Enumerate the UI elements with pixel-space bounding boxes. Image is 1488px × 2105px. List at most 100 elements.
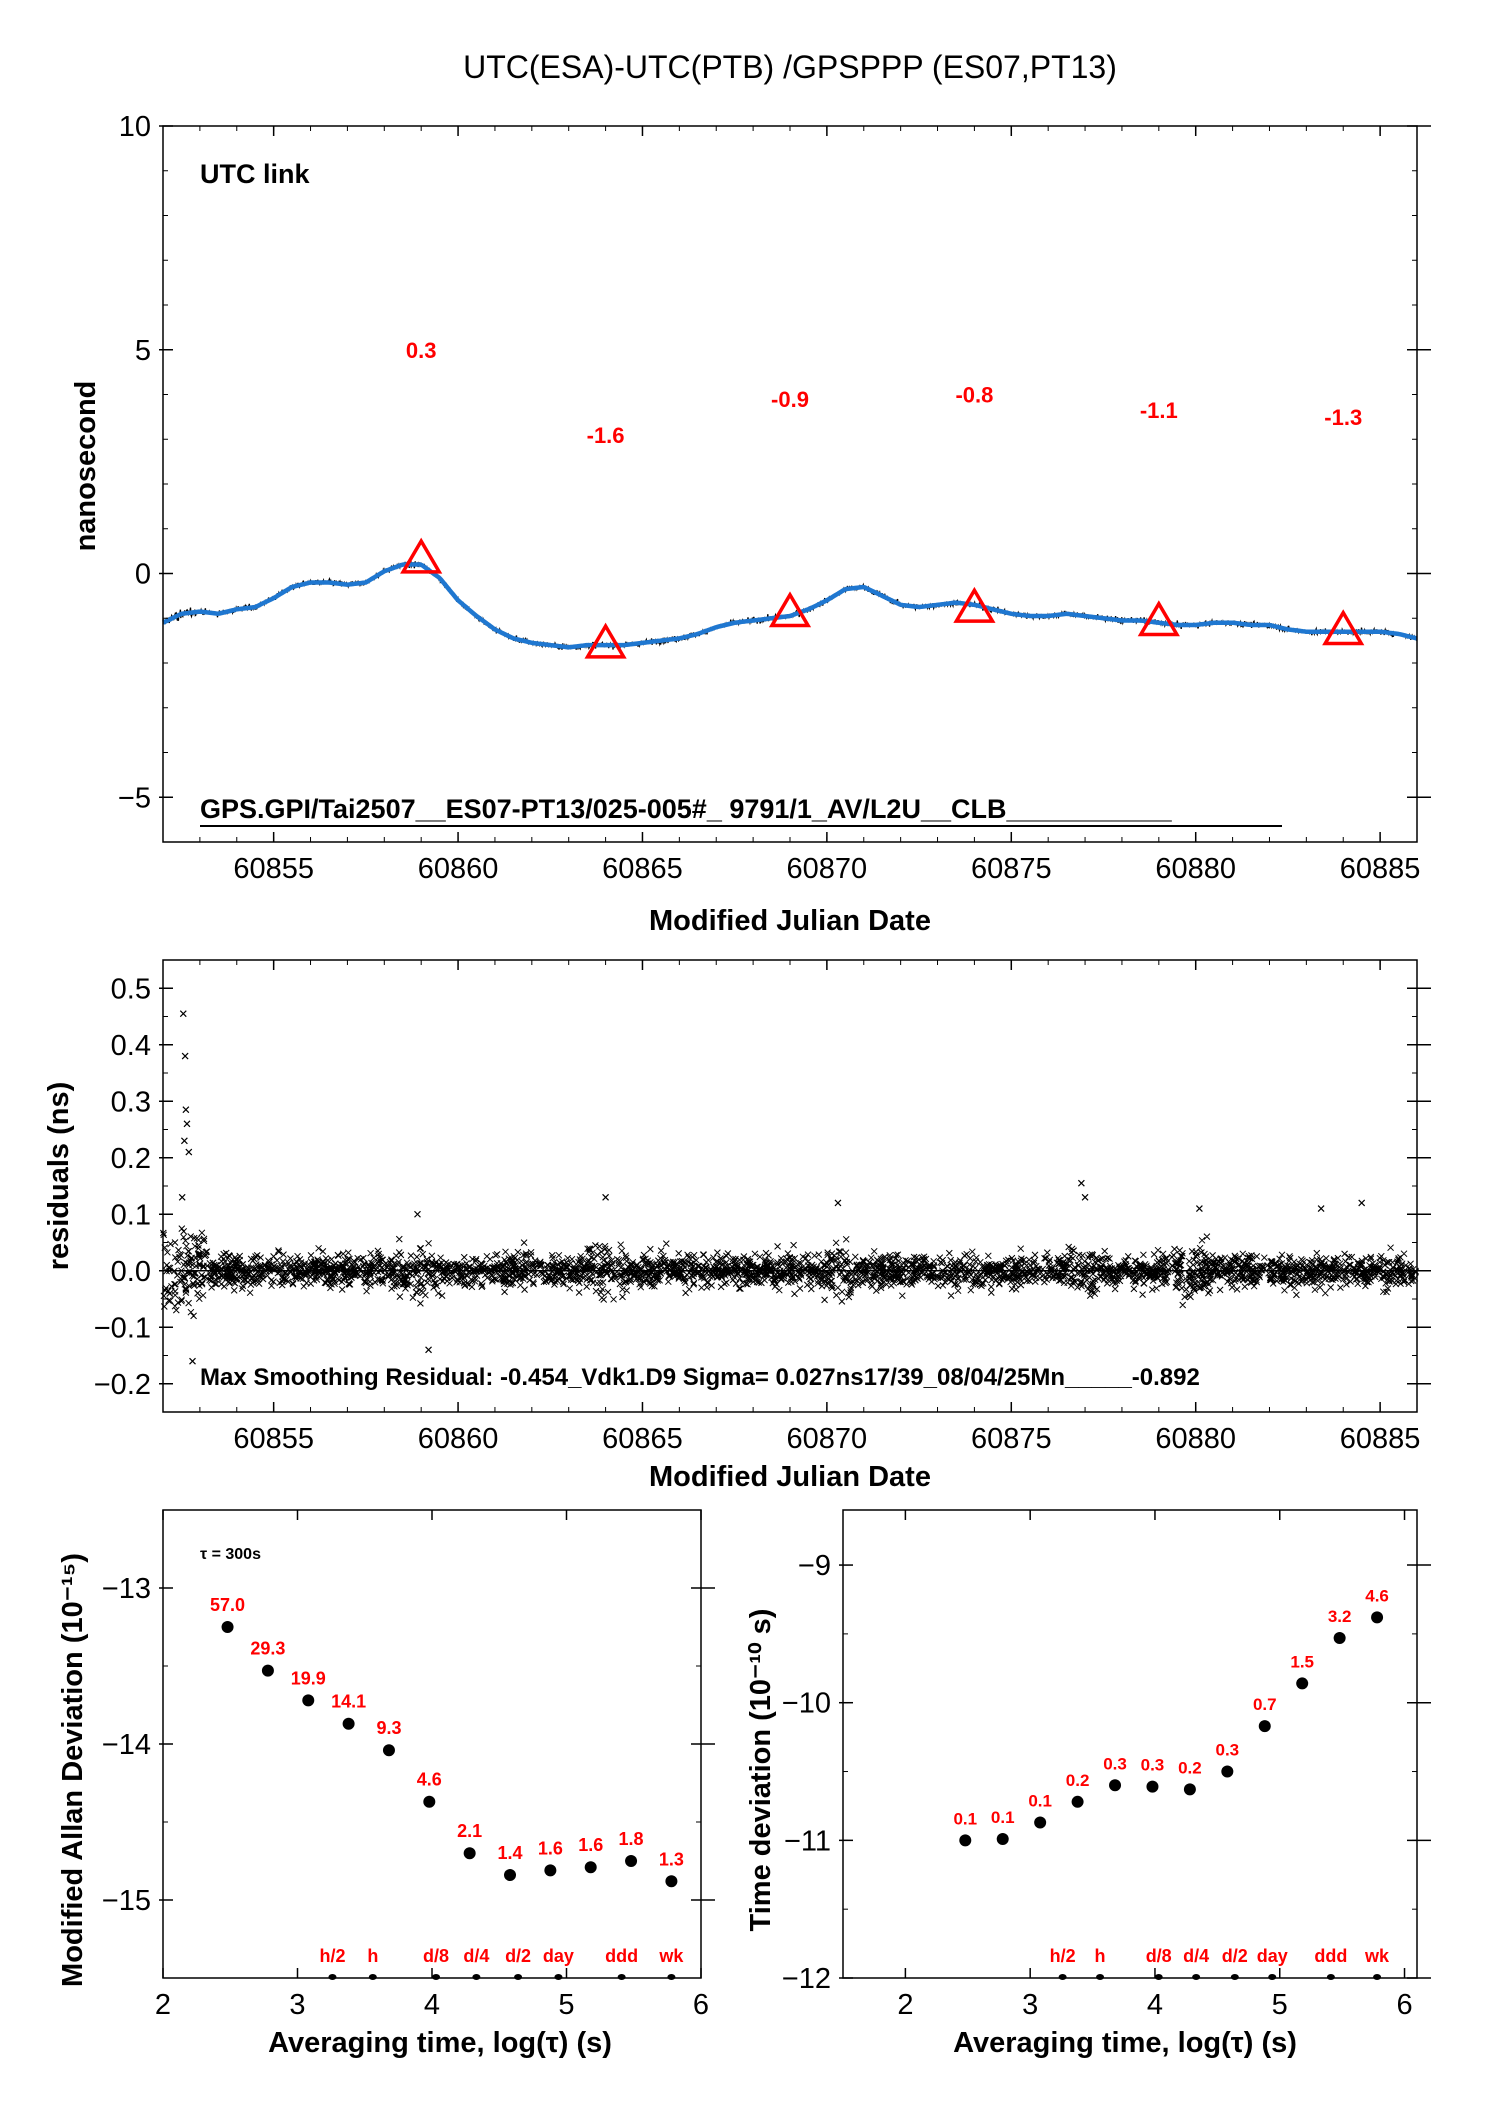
time-series-xtick-label: 60870 (787, 853, 868, 885)
mdev-point (584, 1861, 597, 1874)
residuals-ytick-label: 0.0 (111, 1256, 151, 1288)
mdev-time-mark-label: d/2 (505, 1946, 531, 1966)
mdev-point (665, 1875, 678, 1888)
time-series-xtick-label: 60885 (1340, 853, 1421, 885)
tdev-point-label: 4.6 (1365, 1586, 1389, 1605)
mdev-data-layer: 57.0 29.3 19.914.1 9.3 4.6 2.1 1.4 1.6 1.6 1.8 1.3… (210, 1595, 684, 1980)
mdev-point-label: 4.6 (417, 1770, 442, 1790)
mdev-point-label: 2.1 (457, 1821, 482, 1841)
residuals-ytick-label: 0.2 (111, 1143, 151, 1175)
mdev-time-mark (328, 1974, 337, 1980)
tdev-time-mark (1326, 1974, 1335, 1980)
marker-value-label: -1.3 (1324, 405, 1362, 430)
residuals-xtick-label: 60870 (787, 1423, 868, 1455)
tdev-point-label: 0.1 (991, 1808, 1015, 1827)
residuals-axes: 60855 60860 60865 60870 60875 60880 60885 −0.2 −… (94, 959, 1431, 1455)
marker-triangle (400, 537, 443, 574)
mdev-ytick-label: −13 (102, 1573, 151, 1605)
mdev-axes: 2 3 4 5 6 −15 −14 −13 (102, 1509, 715, 2021)
tdev-time-mark-label: wk (1364, 1946, 1390, 1966)
tdev-ytick-label: −10 (782, 1688, 831, 1720)
tdev-point (1258, 1720, 1271, 1733)
time-series-xtick-label: 60880 (1155, 853, 1236, 885)
tdev-frame (842, 1509, 1418, 1979)
mdev-xtick-label: 6 (693, 1989, 709, 2021)
residual-outlier-point (834, 1199, 842, 1207)
mdev-point (221, 1621, 234, 1633)
mdev-point (261, 1664, 274, 1677)
residuals-xtick-label: 60865 (602, 1423, 683, 1455)
tdev-point-label: 0.1 (1028, 1791, 1052, 1810)
mdev-point (423, 1795, 436, 1808)
time-series-xlabel: Modified Julian Date (649, 905, 931, 937)
tdev-time-mark-label: d/4 (1183, 1946, 1209, 1966)
mdev-point (302, 1694, 315, 1707)
time-series-ytick-label: 10 (119, 111, 151, 143)
mdev-tau-note: τ = 300s (200, 1546, 261, 1563)
time-series-ylabel: nanosecond (70, 381, 102, 552)
residual-outlier-point (182, 1106, 190, 1114)
tdev-xlabel: Averaging time, log(τ) (s) (953, 2027, 1297, 2059)
mdev-time-mark-label: ddd (605, 1946, 638, 1966)
mdev-time-mark (472, 1974, 481, 1980)
mdev-time-mark (514, 1974, 523, 1980)
tdev-time-mark-label: ddd (1314, 1946, 1347, 1966)
residuals-ytick-label: −0.1 (94, 1312, 151, 1344)
tdev-xtick-label: 4 (1147, 1989, 1163, 2021)
mdev-time-mark (554, 1974, 563, 1980)
residuals-ylabel: residuals (ns) (43, 1082, 75, 1271)
time-series-ytick-label: 0 (135, 559, 151, 591)
tdev-time-mark-label: d/2 (1222, 1946, 1248, 1966)
tdev-point (1333, 1632, 1346, 1645)
mdev-point-label: 1.6 (538, 1838, 563, 1858)
mdev-panel: 57.0 29.3 19.914.1 9.3 4.6 2.1 1.4 1.6 1.6 1.8 1.3… (57, 1509, 715, 2059)
tdev-point (1034, 1816, 1047, 1829)
tdev-data-layer: 0.1 0.1 0.1 0.2 0.3 0.3 0.2 0.3 0.7 1.5 3.2 4.6 h/2 h… (953, 1586, 1390, 1980)
mdev-time-mark-label: h (367, 1946, 378, 1966)
mdev-point-label: 29.3 (250, 1639, 285, 1659)
tdev-point-label: 0.7 (1253, 1695, 1277, 1714)
mdev-time-mark-label: wk (658, 1946, 684, 1966)
tdev-point (1146, 1780, 1159, 1793)
mdev-xtick-label: 2 (155, 1989, 171, 2021)
tdev-point (1221, 1765, 1234, 1778)
residual-outlier-point (179, 1010, 187, 1018)
mdev-point-label: 1.4 (497, 1843, 522, 1863)
mdev-xtick-label: 5 (558, 1989, 574, 2021)
mdev-ylabel: Modified Allan Deviation (10⁻¹⁵) (57, 1553, 89, 1987)
residual-outlier-point (1317, 1205, 1325, 1213)
mdev-point (504, 1869, 517, 1882)
tdev-point-label: 0.1 (953, 1809, 977, 1828)
tdev-point (959, 1834, 972, 1847)
tdev-point-label: 0.3 (1103, 1754, 1127, 1773)
residual-outlier-point (181, 1052, 189, 1060)
time-series-ytick-label: 5 (135, 335, 151, 367)
residuals-ytick-label: 0.1 (111, 1199, 151, 1231)
mdev-point (625, 1855, 638, 1867)
tdev-time-mark (1192, 1974, 1201, 1980)
residual-outlier-point (180, 1137, 188, 1145)
tdev-time-mark-label: d/8 (1146, 1946, 1172, 1966)
residual-outlier-point (185, 1148, 193, 1156)
time-series-axes: 60855 60860 60865 60870 60875 60880 60885 −5 0 5 1… (118, 111, 1431, 885)
time-series-data-layer: 0.3 -1.6 -0.9 -0.8 -1.1 -1.3 (162, 338, 1418, 827)
residuals-ytick-label: 0.5 (111, 973, 151, 1005)
figure-title: UTC(ESA)-UTC(PTB) /GPSPPP (ES07,PT13) (463, 49, 1117, 85)
mdev-point (463, 1847, 476, 1860)
time-series-xtick-label: 60860 (418, 853, 499, 885)
marker-triangle (953, 586, 996, 623)
residuals-data-layer (159, 1010, 1431, 1365)
residuals-xtick-label: 60880 (1155, 1423, 1236, 1455)
tdev-ytick-label: −12 (782, 1963, 831, 1995)
tdev-point-label: 0.3 (1141, 1756, 1165, 1775)
residual-outlier-point (1195, 1205, 1203, 1213)
tdev-time-mark-label: day (1257, 1946, 1288, 1966)
marker-triangle (1137, 600, 1180, 637)
residual-outlier-point (414, 1210, 421, 1218)
tdev-point (1183, 1783, 1196, 1796)
mdev-point (544, 1864, 557, 1877)
tdev-xtick-label: 5 (1272, 1989, 1288, 2021)
residual-outlier-point (425, 1346, 432, 1354)
tdev-point-label: 1.5 (1290, 1652, 1314, 1671)
